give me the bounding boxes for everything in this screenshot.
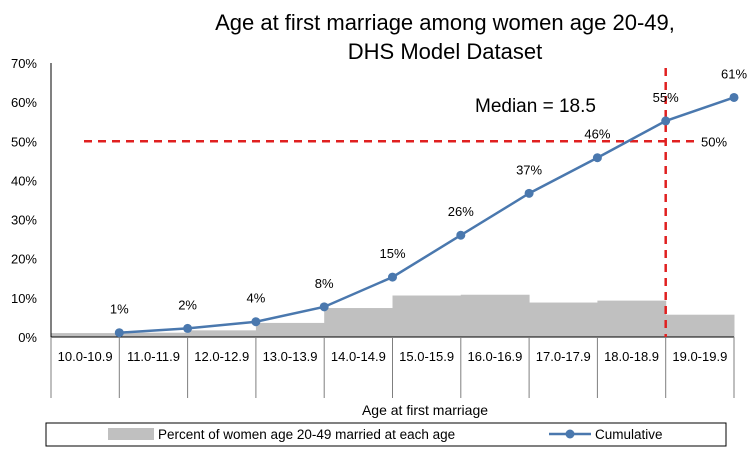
chart-title-line2: DHS Model Dataset (348, 39, 542, 64)
cumulative-marker (388, 272, 397, 282)
cumulative-data-label: 4% (247, 291, 266, 306)
cumulative-marker (319, 302, 329, 312)
x-tick-label: 16.0-16.9 (467, 349, 522, 364)
chart-title-line1: Age at first marriage among women age 20… (215, 10, 675, 35)
y-tick-label: 30% (11, 213, 37, 228)
y-tick-label: 70% (11, 56, 37, 71)
legend-box (45, 422, 727, 447)
cumulative-marker (456, 230, 466, 240)
x-tick-label: 13.0-13.9 (263, 349, 318, 364)
median-label: Median = 18.5 (475, 96, 596, 117)
x-tick-label: 11.0-11.9 (127, 349, 180, 364)
x-tick-label: 17.0-17.9 (536, 349, 591, 364)
cumulative-data-label: 26% (448, 204, 474, 219)
legend-swatch-bars (108, 428, 154, 440)
bar (255, 322, 325, 337)
bar (51, 333, 120, 337)
cumulative-marker (183, 323, 193, 333)
x-tick-label: 18.0-18.9 (604, 349, 659, 364)
cumulative-marker (729, 92, 739, 102)
bar (187, 330, 257, 337)
cumulative-marker (114, 328, 124, 338)
legend-swatch-marker (565, 429, 575, 439)
cumulative-marker (661, 116, 671, 126)
bar (392, 295, 462, 337)
cumulative-data-label: 1% (110, 302, 129, 317)
cumulative-marker (592, 153, 602, 163)
cumulative-data-label: 37% (516, 162, 542, 177)
cumulative-data-label: 55% (653, 90, 679, 105)
y-tick-label: 10% (11, 291, 37, 306)
cumulative-marker (524, 188, 534, 198)
cumulative-data-label: 15% (379, 246, 405, 261)
y-tick-label: 40% (11, 173, 37, 188)
plot-area: 0% 10% 20% 30% 40% 50% 60% 70% 10.0-10.9 11.0-11.… (11, 56, 747, 398)
x-axis-title: Age at first marriage (362, 402, 488, 418)
bar (460, 294, 530, 337)
cumulative-marker (251, 317, 261, 327)
bar (665, 314, 735, 337)
legend-label-line: Cumulative (595, 427, 663, 442)
x-tick-label: 14.0-14.9 (331, 349, 386, 364)
y-tick-label: 20% (11, 252, 37, 267)
reference-label-50pct: 50% (701, 134, 727, 149)
x-tick-label: 12.0-12.9 (194, 349, 249, 364)
cumulative-data-label: 61% (721, 66, 747, 81)
bar (597, 300, 667, 337)
bar (119, 332, 189, 337)
legend-label-bars: Percent of women age 20-49 married at ea… (158, 427, 455, 442)
x-tick-label: 10.0-10.9 (58, 349, 113, 364)
cumulative-data-label: 8% (315, 276, 334, 291)
y-tick-label: 0% (18, 330, 37, 345)
bar (324, 308, 393, 337)
cumulative-data-label: 46% (584, 127, 610, 142)
y-tick-label: 50% (11, 134, 37, 149)
x-tick-label: 15.0-15.9 (399, 349, 454, 364)
cumulative-data-label: 2% (178, 297, 197, 312)
legend: Percent of women age 20-49 married at ea… (45, 422, 727, 447)
x-tick-label: 19.0-19.9 (672, 349, 727, 364)
y-tick-label: 60% (11, 95, 37, 110)
cumulative-line (119, 96, 735, 334)
bar (529, 302, 598, 337)
